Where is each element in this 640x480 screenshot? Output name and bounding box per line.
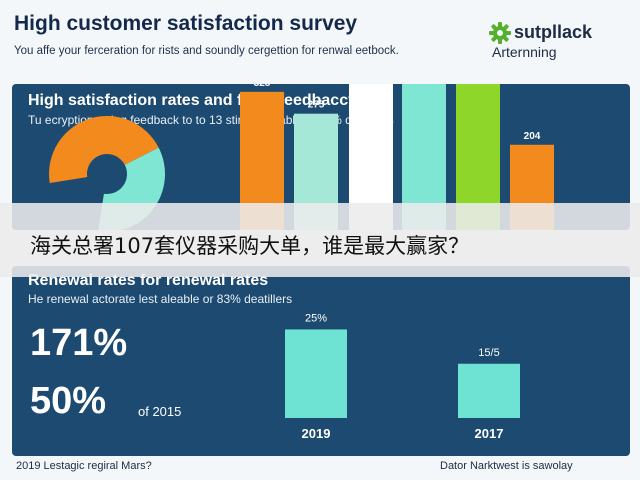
page-title: High customer satisfaction survey [14, 12, 358, 35]
x-tick-label: 2017 [475, 426, 504, 441]
headline-banner: 海关总署107套仪器采购大单，谁是最大赢家？ [0, 203, 640, 277]
bar-data-label: 15/5 [478, 347, 499, 359]
renewal-stat-note: of 2015 [138, 404, 182, 419]
footer-left-note: 2019 Lestagic regiral Mars? [16, 460, 152, 472]
x-tick-label: 2019 [302, 426, 331, 441]
renewal-stat-primary: 171% [30, 322, 128, 364]
bar-data-label: 204 [524, 131, 541, 142]
brand-tagline: Arternning [492, 44, 557, 60]
renewal-stat-secondary: 50% [30, 380, 107, 422]
bar-data-label: 25% [305, 312, 327, 324]
brand-name: sutpllack [514, 22, 593, 42]
bar-data-label: 325 [254, 84, 271, 89]
renewal-subtitle: He renewal actorate lest aleable or 83% … [28, 292, 293, 306]
bar-data-label: 275 [308, 100, 325, 111]
bar [458, 363, 520, 418]
renewal-chart: 25% 2019 15/5 2017 [285, 312, 520, 441]
gear-icon [489, 22, 511, 44]
bar [285, 329, 347, 418]
page-subtitle: You affe your ferceration for rists and … [14, 45, 399, 57]
renewal-panel: Renewal rates for renewal rates He renew… [12, 266, 630, 456]
headline-text: 海关总署107套仪器采购大单，谁是最大赢家？ [30, 234, 470, 258]
donut-slice [49, 116, 159, 184]
header: High customer satisfaction survey You af… [0, 0, 640, 82]
footer-right-note: Dator Narktwest is sawolay [440, 460, 573, 472]
brand-logo: sutpllack Arternning [488, 20, 636, 66]
